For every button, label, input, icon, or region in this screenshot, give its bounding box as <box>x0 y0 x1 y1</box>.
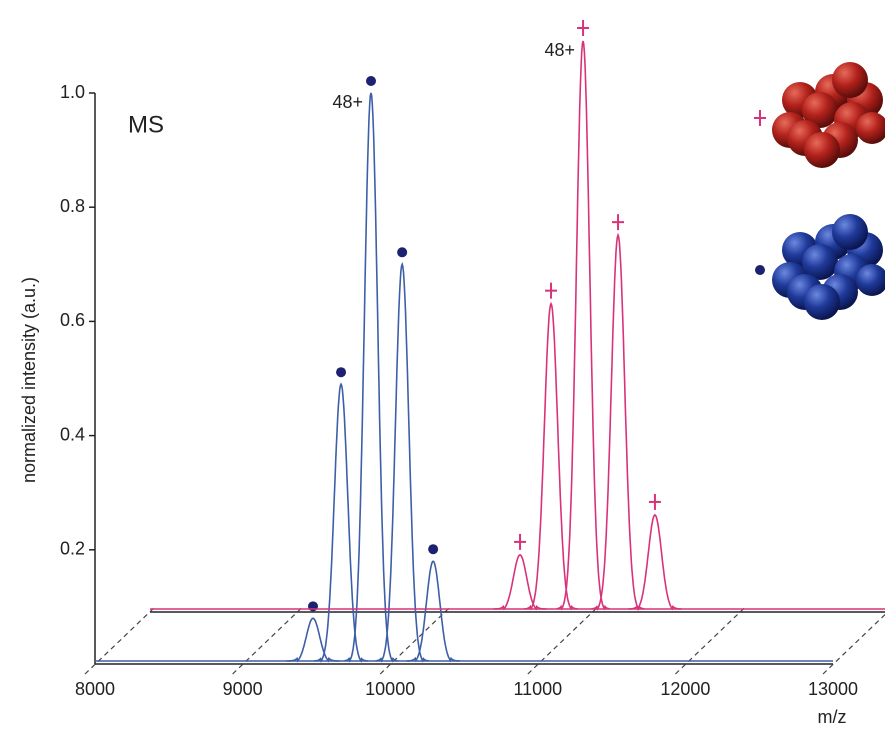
peak-marker <box>545 282 558 299</box>
peak-marker <box>336 367 347 378</box>
peak-annotation: 48+ <box>332 92 363 112</box>
y-tick-label: 0.6 <box>60 310 85 330</box>
peak-marker <box>366 76 377 86</box>
red-cluster <box>772 62 885 168</box>
y-axis-label: normalized intensity (a.u.) <box>19 277 39 483</box>
peak <box>493 554 547 611</box>
y-tick-label: 0.4 <box>60 424 85 444</box>
blue-cluster <box>772 214 885 320</box>
x-tick-label: 9000 <box>223 679 263 699</box>
peak <box>556 40 610 611</box>
peak-marker <box>428 544 439 555</box>
x-tick-label: 11000 <box>513 679 562 699</box>
peak-marker <box>397 247 408 258</box>
legend-symbols <box>754 110 766 275</box>
y-tick-label: 0.2 <box>60 539 85 559</box>
peak <box>375 261 429 663</box>
peak <box>314 382 368 663</box>
x-tick-connector <box>822 613 885 675</box>
x-tick-label: 12000 <box>660 679 710 699</box>
peak <box>524 301 578 611</box>
y-tick-label: 0.8 <box>60 196 85 216</box>
x-tick-connector <box>379 605 452 675</box>
peak-marker <box>308 601 319 612</box>
peak-annotation: 48+ <box>545 40 576 60</box>
panel-label: MS <box>128 111 164 138</box>
peak-marker <box>514 533 527 550</box>
peak-marker <box>648 493 661 510</box>
x-tick-label: 13000 <box>808 679 858 699</box>
x-tick-connector <box>84 605 157 675</box>
peak <box>286 617 340 663</box>
peak-marker <box>612 214 625 231</box>
peak <box>628 513 682 611</box>
x-tick-label: 8000 <box>75 679 115 699</box>
x-tick-connector <box>527 605 600 675</box>
x-tick-connector <box>674 605 747 675</box>
peak <box>406 560 460 663</box>
peak <box>591 232 645 611</box>
peak <box>344 92 398 663</box>
x-axis-label: m/z <box>818 707 847 727</box>
peak-marker <box>577 20 590 36</box>
y-tick-label: 1.0 <box>60 82 85 102</box>
x-tick-label: 10000 <box>365 679 415 699</box>
x-tick-connector <box>232 605 305 675</box>
